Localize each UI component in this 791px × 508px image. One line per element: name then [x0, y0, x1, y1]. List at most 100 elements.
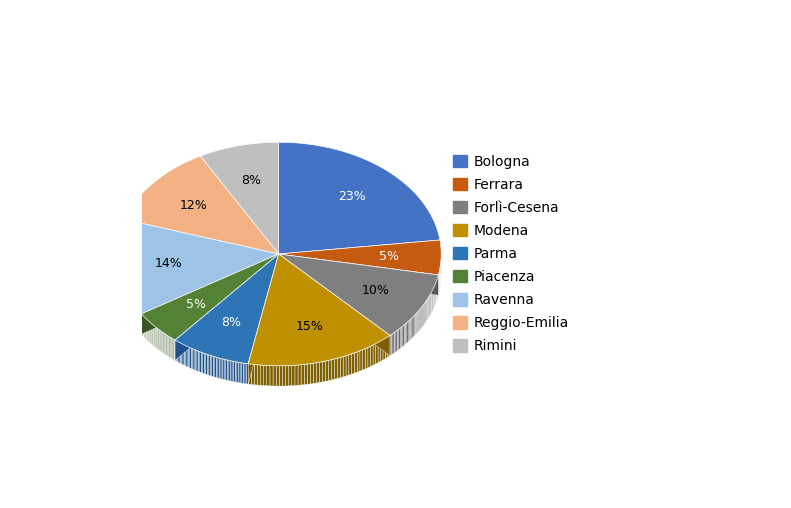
PathPatch shape — [222, 359, 224, 379]
PathPatch shape — [385, 337, 388, 359]
PathPatch shape — [176, 341, 178, 362]
PathPatch shape — [340, 357, 343, 378]
PathPatch shape — [411, 318, 412, 340]
PathPatch shape — [245, 363, 247, 384]
PathPatch shape — [182, 343, 183, 365]
PathPatch shape — [425, 302, 426, 324]
PathPatch shape — [199, 351, 200, 372]
PathPatch shape — [178, 341, 179, 363]
PathPatch shape — [292, 365, 295, 386]
PathPatch shape — [233, 361, 235, 382]
PathPatch shape — [210, 356, 212, 376]
Legend: Bologna, Ferrara, Forlì-Cesena, Modena, Parma, Piacenza, Ravenna, Reggio-Emilia,: Bologna, Ferrara, Forlì-Cesena, Modena, … — [453, 155, 570, 353]
PathPatch shape — [252, 364, 255, 385]
PathPatch shape — [282, 366, 286, 386]
PathPatch shape — [240, 363, 242, 383]
PathPatch shape — [368, 346, 370, 368]
PathPatch shape — [142, 254, 278, 340]
PathPatch shape — [337, 358, 340, 378]
PathPatch shape — [230, 361, 232, 382]
Text: 14%: 14% — [155, 257, 183, 270]
PathPatch shape — [403, 325, 404, 346]
PathPatch shape — [307, 364, 310, 385]
PathPatch shape — [195, 350, 197, 371]
PathPatch shape — [278, 254, 438, 335]
PathPatch shape — [193, 349, 194, 370]
PathPatch shape — [247, 364, 248, 384]
PathPatch shape — [376, 342, 378, 364]
PathPatch shape — [278, 254, 390, 356]
PathPatch shape — [197, 351, 199, 371]
PathPatch shape — [362, 348, 365, 370]
PathPatch shape — [289, 365, 292, 386]
PathPatch shape — [313, 363, 316, 384]
Text: 23%: 23% — [338, 190, 365, 204]
PathPatch shape — [388, 335, 390, 357]
Text: 8%: 8% — [241, 174, 261, 187]
PathPatch shape — [419, 308, 421, 330]
PathPatch shape — [135, 307, 137, 329]
Text: 5%: 5% — [379, 250, 399, 263]
PathPatch shape — [216, 357, 218, 378]
PathPatch shape — [346, 355, 349, 376]
PathPatch shape — [276, 366, 279, 386]
PathPatch shape — [175, 340, 176, 361]
Text: 5%: 5% — [186, 298, 206, 311]
PathPatch shape — [263, 365, 267, 386]
PathPatch shape — [279, 366, 282, 386]
PathPatch shape — [221, 359, 222, 379]
PathPatch shape — [175, 254, 278, 361]
PathPatch shape — [270, 366, 273, 386]
PathPatch shape — [133, 303, 134, 326]
PathPatch shape — [184, 345, 186, 366]
PathPatch shape — [248, 254, 390, 366]
PathPatch shape — [278, 240, 441, 275]
PathPatch shape — [209, 355, 210, 376]
PathPatch shape — [127, 294, 128, 316]
PathPatch shape — [399, 328, 400, 350]
PathPatch shape — [129, 298, 131, 320]
PathPatch shape — [215, 357, 216, 377]
PathPatch shape — [187, 346, 188, 367]
PathPatch shape — [390, 334, 392, 356]
PathPatch shape — [174, 340, 175, 361]
PathPatch shape — [360, 350, 362, 371]
PathPatch shape — [237, 362, 238, 383]
PathPatch shape — [248, 254, 278, 384]
PathPatch shape — [131, 302, 133, 324]
PathPatch shape — [352, 353, 354, 374]
PathPatch shape — [349, 354, 352, 375]
PathPatch shape — [257, 365, 260, 386]
PathPatch shape — [227, 360, 229, 380]
PathPatch shape — [125, 291, 126, 312]
PathPatch shape — [207, 355, 209, 375]
PathPatch shape — [172, 339, 173, 360]
PathPatch shape — [124, 156, 278, 254]
PathPatch shape — [175, 254, 278, 364]
PathPatch shape — [392, 333, 393, 355]
PathPatch shape — [301, 364, 305, 385]
PathPatch shape — [142, 254, 278, 334]
PathPatch shape — [278, 254, 390, 356]
PathPatch shape — [138, 310, 140, 333]
PathPatch shape — [335, 358, 337, 379]
PathPatch shape — [278, 142, 440, 254]
PathPatch shape — [395, 331, 396, 353]
PathPatch shape — [235, 362, 237, 383]
PathPatch shape — [190, 347, 191, 368]
PathPatch shape — [128, 296, 129, 318]
PathPatch shape — [116, 219, 278, 314]
PathPatch shape — [421, 307, 422, 329]
PathPatch shape — [370, 345, 373, 367]
PathPatch shape — [427, 298, 428, 320]
Text: 8%: 8% — [221, 316, 241, 329]
PathPatch shape — [212, 356, 214, 376]
PathPatch shape — [232, 361, 233, 382]
PathPatch shape — [402, 326, 403, 347]
PathPatch shape — [248, 254, 278, 384]
PathPatch shape — [194, 350, 195, 370]
PathPatch shape — [229, 360, 230, 381]
PathPatch shape — [413, 316, 414, 337]
PathPatch shape — [409, 320, 411, 341]
PathPatch shape — [310, 363, 313, 384]
